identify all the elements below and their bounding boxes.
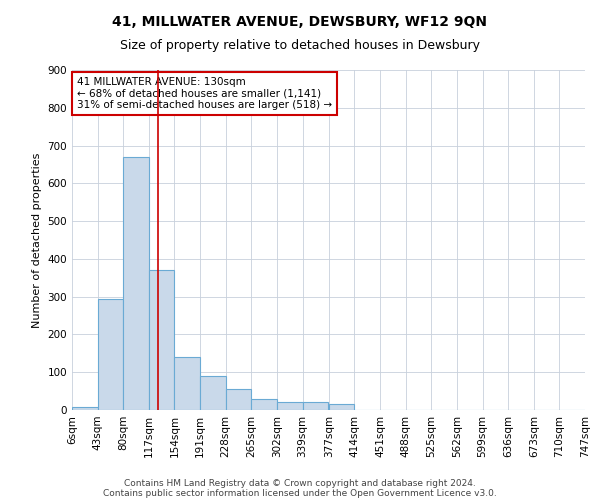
Bar <box>302 402 328 410</box>
Bar <box>200 376 226 410</box>
Bar <box>149 270 175 410</box>
Text: Contains HM Land Registry data © Crown copyright and database right 2024.: Contains HM Land Registry data © Crown c… <box>124 478 476 488</box>
Bar <box>226 389 251 410</box>
Text: Contains public sector information licensed under the Open Government Licence v3: Contains public sector information licen… <box>103 488 497 498</box>
Bar <box>98 298 123 410</box>
Text: 41 MILLWATER AVENUE: 130sqm
← 68% of detached houses are smaller (1,141)
31% of : 41 MILLWATER AVENUE: 130sqm ← 68% of det… <box>77 77 332 110</box>
Text: 41, MILLWATER AVENUE, DEWSBURY, WF12 9QN: 41, MILLWATER AVENUE, DEWSBURY, WF12 9QN <box>113 15 487 29</box>
Text: Size of property relative to detached houses in Dewsbury: Size of property relative to detached ho… <box>120 38 480 52</box>
Bar <box>72 407 98 410</box>
Bar <box>277 402 302 410</box>
Bar <box>175 357 200 410</box>
Bar <box>251 398 277 410</box>
Bar <box>329 404 355 410</box>
Bar <box>123 157 149 410</box>
Y-axis label: Number of detached properties: Number of detached properties <box>32 152 42 328</box>
